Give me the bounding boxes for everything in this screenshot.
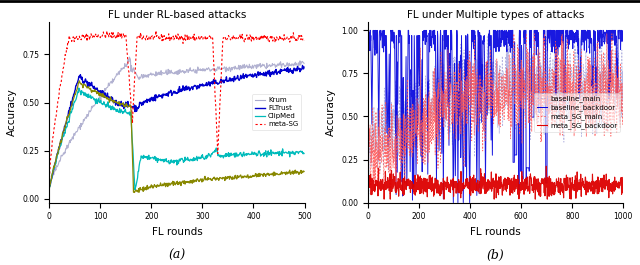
Title: FL under Multiple types of attacks: FL under Multiple types of attacks [407, 10, 584, 20]
Text: (b): (b) [487, 249, 504, 262]
Y-axis label: Accuracy: Accuracy [7, 88, 17, 136]
X-axis label: FL rounds: FL rounds [470, 227, 521, 237]
Title: FL under RL-based attacks: FL under RL-based attacks [108, 10, 246, 20]
Legend: Krum, FLTrust, ClipMed, meta-SG: Krum, FLTrust, ClipMed, meta-SG [252, 94, 301, 130]
X-axis label: FL rounds: FL rounds [152, 227, 202, 237]
Legend: baseline_main, baseline_backdoor, meta_SG_main, meta_SG_backdoor: baseline_main, baseline_backdoor, meta_S… [534, 93, 620, 131]
Text: (a): (a) [168, 249, 186, 262]
Y-axis label: Accuracy: Accuracy [326, 88, 336, 136]
